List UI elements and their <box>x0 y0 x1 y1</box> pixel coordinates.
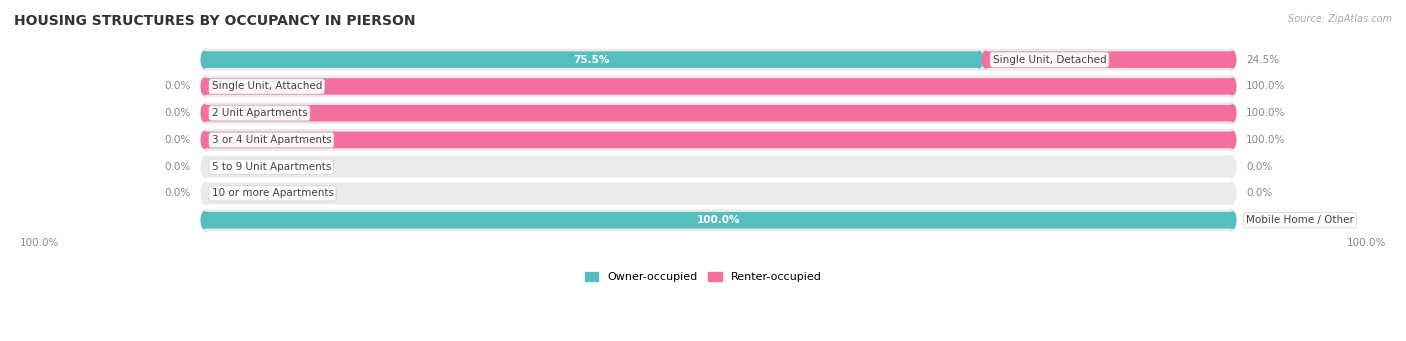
Text: Single Unit, Attached: Single Unit, Attached <box>211 81 322 91</box>
Text: HOUSING STRUCTURES BY OCCUPANCY IN PIERSON: HOUSING STRUCTURES BY OCCUPANCY IN PIERS… <box>14 14 416 28</box>
Circle shape <box>201 75 209 98</box>
Circle shape <box>976 51 983 68</box>
Circle shape <box>201 129 209 151</box>
Circle shape <box>1229 51 1236 68</box>
Circle shape <box>1227 49 1236 71</box>
Circle shape <box>1227 75 1236 98</box>
Text: Mobile Home / Other: Mobile Home / Other <box>1246 215 1354 225</box>
Text: 100.0%: 100.0% <box>1246 108 1285 118</box>
Text: 0.0%: 0.0% <box>165 162 191 172</box>
Circle shape <box>201 132 208 148</box>
Text: 0.0%: 0.0% <box>1246 162 1272 172</box>
Circle shape <box>201 156 209 178</box>
FancyBboxPatch shape <box>205 156 1232 178</box>
Text: 10 or more Apartments: 10 or more Apartments <box>211 189 333 198</box>
Circle shape <box>201 49 209 71</box>
Circle shape <box>1229 132 1236 148</box>
Circle shape <box>1229 212 1236 228</box>
FancyBboxPatch shape <box>205 75 1232 98</box>
Text: Source: ZipAtlas.com: Source: ZipAtlas.com <box>1288 14 1392 24</box>
Circle shape <box>1227 182 1236 204</box>
FancyBboxPatch shape <box>986 51 1233 68</box>
Circle shape <box>983 51 988 68</box>
Legend: Owner-occupied, Renter-occupied: Owner-occupied, Renter-occupied <box>581 267 825 287</box>
FancyBboxPatch shape <box>205 182 1232 204</box>
Circle shape <box>1229 78 1236 95</box>
Circle shape <box>1227 209 1236 231</box>
Text: 75.5%: 75.5% <box>574 55 610 65</box>
Circle shape <box>201 182 209 204</box>
FancyBboxPatch shape <box>205 129 1232 151</box>
FancyBboxPatch shape <box>204 78 1233 95</box>
Circle shape <box>201 105 208 121</box>
Text: 0.0%: 0.0% <box>165 108 191 118</box>
Text: 100.0%: 100.0% <box>1246 135 1285 145</box>
Circle shape <box>201 209 209 231</box>
FancyBboxPatch shape <box>204 51 979 68</box>
Text: 0.0%: 0.0% <box>165 189 191 198</box>
FancyBboxPatch shape <box>204 132 1233 148</box>
FancyBboxPatch shape <box>204 212 1233 228</box>
Circle shape <box>201 51 208 68</box>
Text: 100.0%: 100.0% <box>1246 81 1285 91</box>
FancyBboxPatch shape <box>204 105 1233 121</box>
Text: 0.0%: 0.0% <box>1246 189 1272 198</box>
Text: 0.0%: 0.0% <box>165 135 191 145</box>
FancyBboxPatch shape <box>205 209 1232 231</box>
Text: 100.0%: 100.0% <box>1347 238 1386 248</box>
Text: Single Unit, Detached: Single Unit, Detached <box>993 55 1107 65</box>
FancyBboxPatch shape <box>205 102 1232 124</box>
FancyBboxPatch shape <box>205 49 1232 71</box>
Circle shape <box>201 78 208 95</box>
Circle shape <box>1227 129 1236 151</box>
Text: 24.5%: 24.5% <box>1246 55 1279 65</box>
Text: 3 or 4 Unit Apartments: 3 or 4 Unit Apartments <box>211 135 332 145</box>
Circle shape <box>201 212 208 228</box>
Circle shape <box>1229 105 1236 121</box>
Text: 100.0%: 100.0% <box>20 238 59 248</box>
Circle shape <box>201 102 209 124</box>
Circle shape <box>1227 156 1236 178</box>
Text: 2 Unit Apartments: 2 Unit Apartments <box>211 108 308 118</box>
Text: 5 to 9 Unit Apartments: 5 to 9 Unit Apartments <box>211 162 330 172</box>
Text: 0.0%: 0.0% <box>165 81 191 91</box>
Text: 100.0%: 100.0% <box>697 215 741 225</box>
Text: 0.0%: 0.0% <box>1246 215 1272 225</box>
Circle shape <box>1227 102 1236 124</box>
